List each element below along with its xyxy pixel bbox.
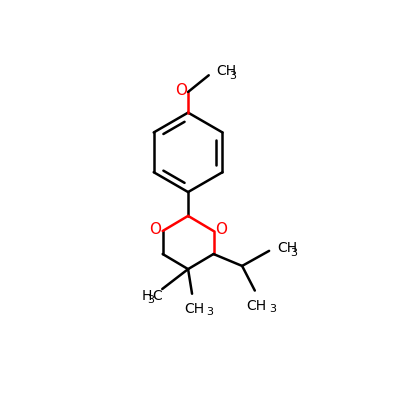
- Text: O: O: [175, 83, 187, 98]
- Text: H: H: [142, 289, 152, 303]
- Text: CH: CH: [277, 241, 297, 255]
- Text: O: O: [149, 222, 161, 237]
- Text: O: O: [216, 222, 228, 237]
- Text: 3: 3: [206, 307, 213, 317]
- Text: 3: 3: [147, 295, 154, 305]
- Text: 3: 3: [229, 72, 236, 82]
- Text: 3: 3: [269, 304, 276, 314]
- Text: C: C: [152, 289, 162, 303]
- Text: 3: 3: [290, 248, 297, 258]
- Text: CH: CH: [217, 64, 237, 78]
- Text: CH: CH: [247, 298, 267, 312]
- Text: CH: CH: [184, 302, 204, 316]
